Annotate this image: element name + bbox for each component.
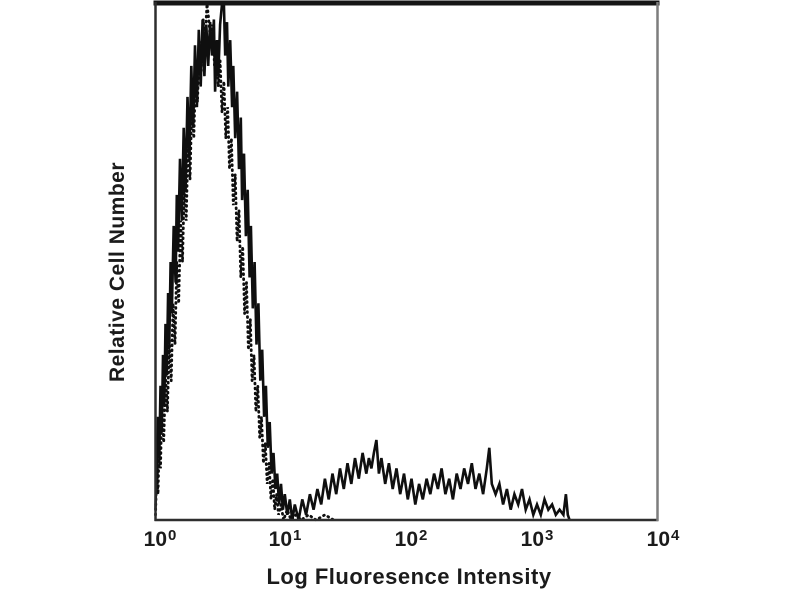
x-tick-10e2: 102 (394, 527, 428, 551)
x-tick-10e1: 101 (268, 527, 302, 551)
dotted-trace (154, 3, 336, 526)
x-tick-10e0: 100 (143, 527, 177, 551)
x-tick-10e3: 103 (520, 527, 554, 551)
x-tick-10e4: 104 (646, 527, 680, 551)
plot-frame (153, 0, 660, 522)
solid-trace (154, 2, 571, 521)
x-axis-label: Log Fluoresence Intensity (266, 564, 552, 589)
y-axis-label: Relative Cell Number (106, 161, 129, 383)
